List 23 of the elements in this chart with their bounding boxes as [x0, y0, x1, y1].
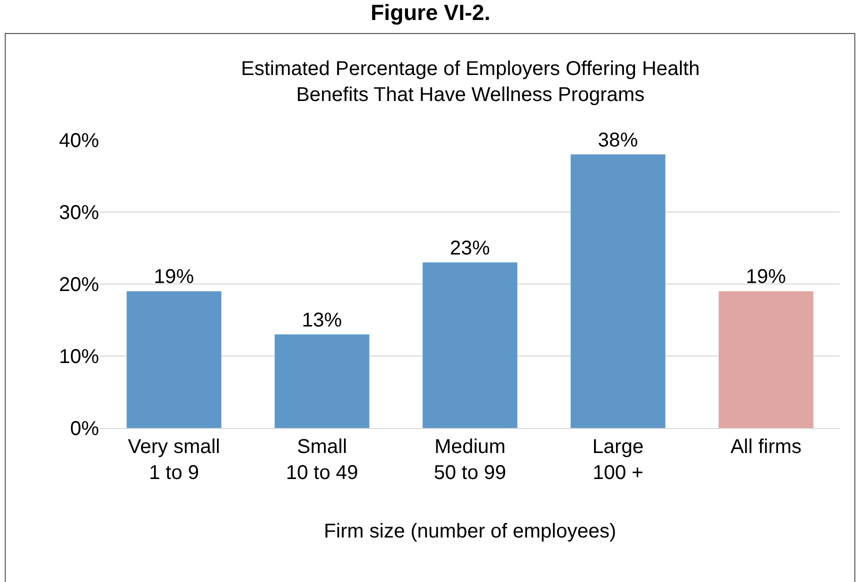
y-tick-label: 0%: [70, 418, 100, 440]
x-tick-label: Small 10 to 49: [286, 436, 358, 484]
bar: [126, 291, 222, 428]
bar: [718, 291, 814, 428]
data-label: 38%: [598, 129, 638, 152]
x-tick-label: Large 100 +: [592, 436, 644, 484]
bar: [274, 334, 370, 428]
y-tick-label: 20%: [58, 274, 100, 296]
data-label: 19%: [154, 266, 194, 288]
x-tick-label: Medium 50 to 99: [434, 436, 506, 484]
chart-title: Figure VI-2.: [370, 0, 490, 26]
x-tick-label: All firms: [730, 436, 802, 458]
data-label: 23%: [450, 237, 490, 260]
bar: [422, 262, 518, 428]
x-axis-title: Firm size (number of employees): [324, 520, 616, 542]
bar: [570, 154, 666, 428]
y-tick-label: 10%: [58, 346, 100, 368]
x-tick-label: Very small 1 to 9: [128, 436, 220, 484]
data-label: 13%: [302, 309, 342, 332]
y-tick-label: 40%: [58, 130, 100, 152]
data-label: 19%: [746, 266, 786, 288]
chart-subtitle: Estimated Percentage of Employers Offering Health Benefits That Have Wellness Programs: [241, 58, 700, 106]
y-tick-label: 30%: [58, 202, 100, 224]
